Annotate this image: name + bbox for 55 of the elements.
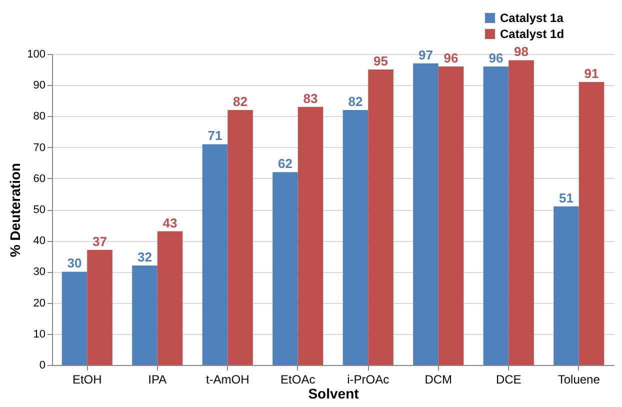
y-tick-label: 90 bbox=[33, 80, 46, 92]
x-tick-label: DCE bbox=[496, 372, 522, 386]
x-tick-label: EtOH bbox=[72, 372, 102, 386]
data-label: 71 bbox=[208, 128, 222, 144]
x-tick-label: t-AmOH bbox=[206, 372, 250, 386]
y-tick-label: 20 bbox=[33, 297, 46, 310]
bar bbox=[368, 70, 394, 365]
bar bbox=[483, 66, 509, 365]
bar bbox=[228, 110, 253, 365]
bar bbox=[132, 265, 158, 365]
data-label: 97 bbox=[418, 47, 433, 62]
y-tick-label: 50 bbox=[33, 204, 46, 216]
y-tick-label: 60 bbox=[33, 172, 46, 185]
data-label: 32 bbox=[137, 249, 152, 264]
legend-label: Catalyst 1d bbox=[500, 27, 564, 41]
y-tick-label: 30 bbox=[33, 266, 46, 278]
data-label: 82 bbox=[348, 94, 363, 109]
data-label: 98 bbox=[514, 44, 529, 60]
data-label: 83 bbox=[303, 90, 318, 106]
bar bbox=[87, 250, 112, 365]
y-axis-title: % Deuteration bbox=[7, 162, 24, 258]
data-label: 62 bbox=[278, 156, 292, 172]
x-tick-label: DCM bbox=[424, 372, 452, 386]
legend-label: Catalyst 1a bbox=[500, 11, 564, 25]
x-tick-label: Toluene bbox=[558, 372, 600, 386]
data-label: 51 bbox=[558, 190, 574, 206]
bar bbox=[578, 82, 604, 365]
y-tick-label: 40 bbox=[33, 235, 46, 248]
data-label: 30 bbox=[67, 256, 82, 271]
x-tick-label: IPA bbox=[148, 372, 167, 386]
data-label: 37 bbox=[92, 234, 108, 249]
bar bbox=[272, 172, 298, 365]
bar bbox=[157, 231, 183, 365]
data-label: 82 bbox=[233, 94, 248, 109]
y-tick-label: 70 bbox=[33, 142, 46, 154]
x-axis-title: Solvent bbox=[308, 386, 360, 402]
x-tick-label: EtOAc bbox=[280, 372, 316, 386]
bar bbox=[298, 106, 324, 365]
x-tick-label: i-PrOAc bbox=[347, 372, 390, 386]
bar bbox=[202, 144, 228, 365]
data-label: 95 bbox=[374, 54, 388, 69]
bar bbox=[413, 63, 438, 365]
y-tick-label: 80 bbox=[33, 110, 46, 123]
data-label: 91 bbox=[584, 66, 599, 81]
bar bbox=[62, 272, 88, 365]
bar bbox=[508, 60, 534, 365]
bar bbox=[438, 66, 464, 365]
bar bbox=[342, 110, 368, 365]
data-label: 96 bbox=[444, 50, 458, 66]
data-label: 43 bbox=[162, 215, 178, 230]
y-tick-label: 10 bbox=[33, 328, 46, 340]
bar bbox=[554, 206, 579, 365]
y-tick-label: 100 bbox=[27, 48, 46, 60]
data-label: 96 bbox=[488, 50, 504, 66]
y-tick-label: 0 bbox=[39, 360, 46, 372]
